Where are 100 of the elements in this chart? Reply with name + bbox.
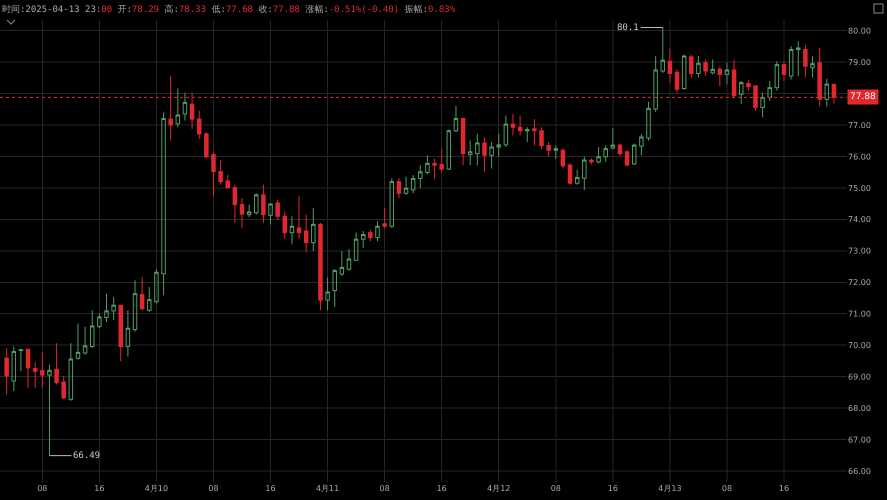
candlestick	[97, 312, 102, 329]
candlestick	[432, 158, 437, 180]
candlestick	[774, 60, 780, 92]
candlestick	[375, 220, 380, 242]
candlestick	[718, 66, 722, 87]
candlestick	[767, 80, 772, 102]
x-tick-label: 16	[778, 484, 790, 493]
candlestick	[782, 60, 786, 82]
annotation: 80.1	[617, 23, 639, 33]
candlestick	[32, 362, 38, 388]
y-tick-label: 74.00	[848, 215, 871, 224]
candlestick	[689, 54, 694, 78]
candlestick	[118, 304, 124, 362]
candlestick	[696, 56, 701, 78]
candlestick	[460, 116, 466, 166]
candlestick	[246, 204, 252, 218]
candlestick	[518, 115, 522, 136]
y-tick-label: 67.00	[848, 435, 871, 444]
x-tick-label: 08	[208, 484, 219, 493]
x-tick-label: 4月10	[144, 484, 168, 493]
y-tick-label: 73.00	[848, 246, 871, 256]
candlestick	[668, 48, 672, 84]
candlestick	[232, 184, 238, 224]
candlestick	[760, 92, 765, 118]
candlestick	[510, 114, 516, 136]
candlestick	[68, 342, 74, 402]
x-tick-label: 16	[608, 484, 618, 493]
candlestick	[596, 146, 601, 164]
candlestick	[738, 80, 744, 104]
candlestick	[82, 326, 88, 356]
candlestick	[318, 222, 323, 311]
candlestick	[54, 342, 59, 386]
candlestick	[710, 59, 715, 75]
candlestick	[582, 156, 587, 190]
candlestick	[240, 198, 244, 228]
candlestick	[196, 110, 202, 140]
candlestick	[646, 101, 651, 141]
y-tick-label: 72.00	[848, 278, 871, 288]
candlestick	[161, 112, 166, 296]
candlestick	[90, 310, 94, 349]
candlestick	[610, 128, 616, 150]
candlestick	[546, 142, 551, 158]
candlestick	[311, 208, 316, 252]
y-tick-label: 68.00	[848, 404, 871, 413]
y-tick-label: 80.00	[848, 26, 871, 36]
candlestick	[104, 293, 109, 322]
y-tick-label: 70.00	[848, 340, 871, 350]
candlestick	[574, 170, 580, 186]
candlestick	[40, 352, 45, 388]
candlestick	[12, 346, 16, 392]
candlestick	[382, 208, 387, 228]
candlestick	[532, 118, 537, 146]
candlestick	[261, 184, 266, 224]
candlestick	[674, 68, 680, 94]
candlestick	[796, 40, 801, 76]
candlestick	[824, 78, 830, 107]
candlestick	[603, 144, 608, 162]
candlestick	[126, 310, 130, 358]
candlestick	[111, 296, 116, 321]
candlestick	[26, 348, 30, 388]
x-tick-label: 4月12	[487, 484, 510, 493]
candlestick	[304, 214, 308, 253]
candlestick	[76, 322, 80, 360]
x-tick-label: 4月11	[316, 484, 340, 493]
candlestick	[4, 348, 9, 395]
candlestick	[439, 148, 444, 172]
candlestick	[154, 268, 159, 304]
candlestick	[682, 54, 686, 90]
ref-line-label: 77.88	[850, 92, 876, 102]
candlestick	[61, 376, 66, 400]
candlestick	[425, 154, 430, 175]
x-tick-label: 16	[265, 484, 276, 493]
candlestick	[589, 158, 594, 165]
candlestick	[147, 286, 152, 312]
candlestick	[632, 143, 636, 166]
candlestick	[268, 202, 273, 225]
x-tick-label: 08	[37, 484, 48, 493]
y-tick-label: 75.00	[848, 184, 871, 193]
candlestick	[325, 276, 330, 311]
candlestick	[418, 164, 423, 189]
candlestick	[489, 142, 494, 169]
candlestick	[639, 133, 644, 156]
candlestick	[290, 216, 294, 245]
candlestick	[204, 132, 209, 159]
candlestick	[653, 56, 658, 113]
candlestick	[496, 133, 501, 158]
candlestick	[368, 228, 373, 242]
y-tick-label: 69.00	[848, 372, 871, 382]
candlestick	[404, 176, 408, 196]
candlestick	[218, 160, 223, 186]
candlestick	[182, 92, 188, 122]
candlestick	[746, 80, 751, 92]
y-tick-label: 76.00	[848, 152, 871, 162]
x-tick-label: 08	[722, 484, 732, 493]
candlestick	[211, 151, 216, 197]
candlestick	[475, 133, 480, 166]
candlestick	[504, 115, 508, 148]
candlestick	[140, 276, 144, 311]
candlestick	[340, 250, 344, 276]
x-tick-label: 08	[380, 484, 390, 493]
